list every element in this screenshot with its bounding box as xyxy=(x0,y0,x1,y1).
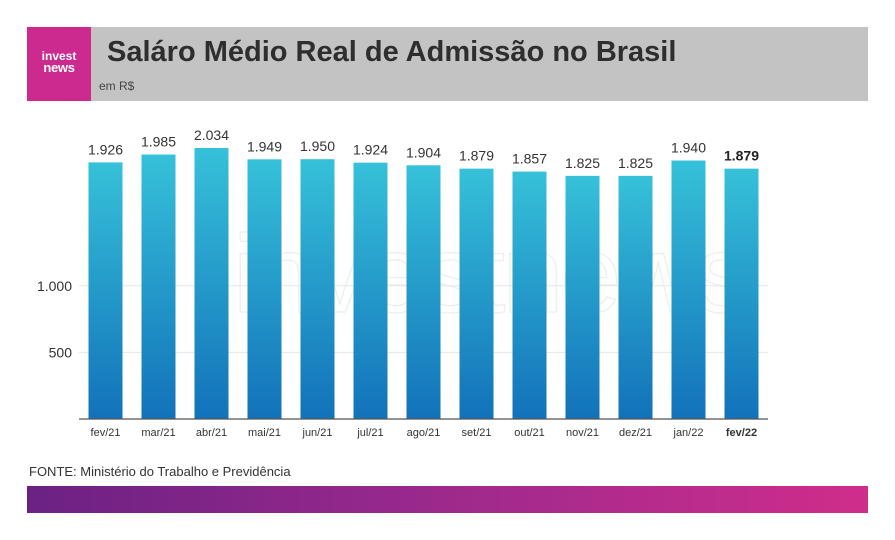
bar xyxy=(194,148,229,419)
bar-value-label: 1.825 xyxy=(565,155,600,171)
header-banner: invest news Saláro Médio Real de Admissã… xyxy=(27,27,868,101)
x-tick-label: fev/21 xyxy=(91,427,121,439)
chart-title: Saláro Médio Real de Admissão no Brasil xyxy=(107,36,677,68)
logo-line-2: news xyxy=(43,60,75,75)
x-tick-label: out/21 xyxy=(514,427,545,439)
y-tick-label: 1.000 xyxy=(37,278,72,294)
bar-value-label: 1.985 xyxy=(141,134,176,150)
bar-value-label: 1.940 xyxy=(671,140,706,156)
bars-group: 1.926 1.985 2.034 1.949 1.950 1.924 1.904 1.879… xyxy=(88,127,759,420)
source-note: FONTE: Ministério do Trabalho e Previdên… xyxy=(29,464,291,479)
investnews-logo: invest news xyxy=(27,27,91,101)
x-tick-label: jul/21 xyxy=(356,427,383,439)
x-tick-label: abr/21 xyxy=(196,427,227,439)
bar xyxy=(459,168,494,419)
chart-subtitle: em R$ xyxy=(99,79,135,93)
logo-line-1: invest xyxy=(41,49,77,63)
bar xyxy=(512,171,547,419)
bar xyxy=(353,162,388,419)
bar-value-label: 1.926 xyxy=(88,141,123,157)
bar xyxy=(300,159,335,419)
x-tick-label: fev/22 xyxy=(726,427,757,439)
x-tick-label: jun/21 xyxy=(302,427,333,439)
x-tick-label: mar/21 xyxy=(141,427,175,439)
x-tick-label: mai/21 xyxy=(248,427,281,439)
bar-value-label: 1.950 xyxy=(300,138,335,154)
y-tick-label: 500 xyxy=(49,344,73,360)
bar-value-label: 2.034 xyxy=(194,127,229,143)
bar-value-label: 1.857 xyxy=(512,151,547,167)
bar xyxy=(618,175,653,419)
bar xyxy=(406,165,441,419)
x-axis: fev/21 mar/21 abr/21 mai/21 jun/21 jul/21 ago/… xyxy=(79,418,768,439)
bar xyxy=(565,175,600,419)
bar xyxy=(88,162,123,419)
y-axis: 500 1.000 xyxy=(37,278,72,361)
bar xyxy=(141,154,176,420)
x-tick-label: set/21 xyxy=(462,427,492,439)
bar-value-label: 1.924 xyxy=(353,142,388,158)
bar xyxy=(671,160,706,419)
x-tick-label: nov/21 xyxy=(566,427,599,439)
bar xyxy=(247,159,282,419)
bar-value-label: 1.879 xyxy=(724,148,759,164)
x-tick-label: jan/22 xyxy=(673,427,704,439)
bar-value-label: 1.904 xyxy=(406,144,441,160)
bar-value-label: 1.879 xyxy=(459,148,494,164)
bottom-gradient-bar xyxy=(27,486,868,513)
x-tick-label: ago/21 xyxy=(407,427,441,439)
bar-value-label: 1.825 xyxy=(618,155,653,171)
x-tick-label: dez/21 xyxy=(619,427,652,439)
bar xyxy=(724,168,759,419)
bar-value-label: 1.949 xyxy=(247,138,282,154)
